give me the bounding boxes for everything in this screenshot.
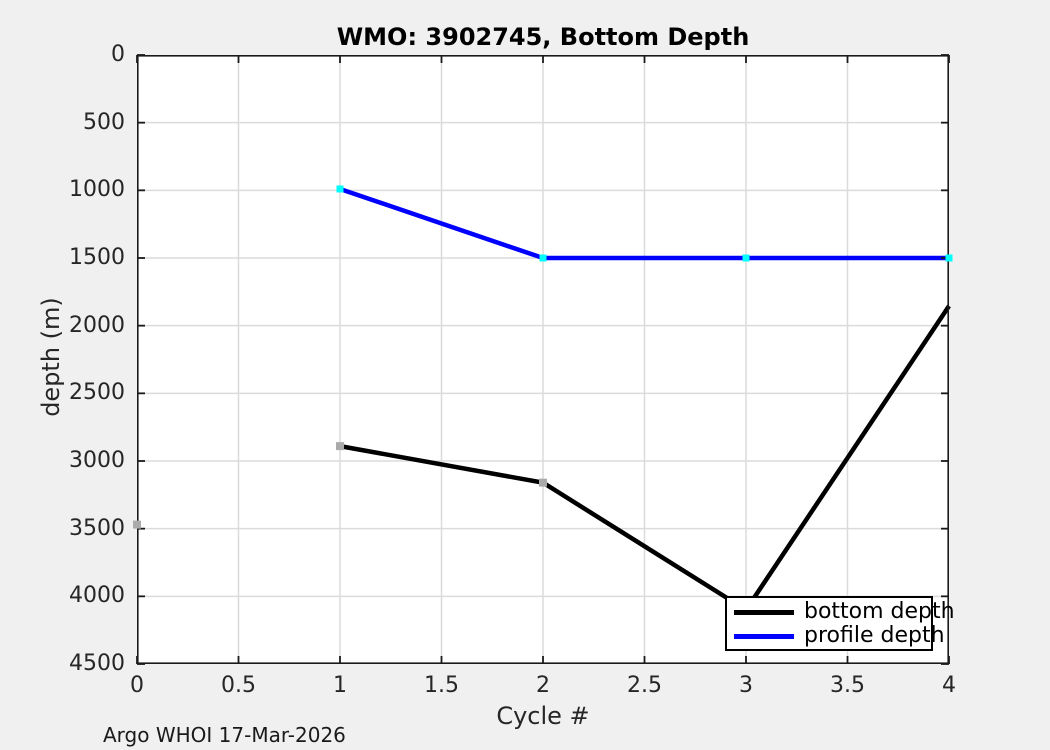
plot-canvas [133,54,953,665]
marker-profile-depth [742,254,750,262]
y-tick-label: 3500 [69,515,125,541]
x-tick-label: 2 [536,673,550,698]
x-tick-label: 3 [739,673,753,698]
marker-bottom-depth [539,478,547,487]
x-tick-label: 0.5 [221,673,256,698]
marker-profile-depth [945,254,953,262]
legend-item-bottom-depth: bottom depth [727,600,955,624]
x-axis-label: Cycle # [496,702,590,730]
legend-line-sample-blue [734,633,794,639]
marker-bottom-depth [336,442,344,451]
y-tick-label: 0 [111,42,125,67]
y-tick-label: 500 [83,109,125,135]
x-tick-label: 1 [333,673,347,698]
x-tick-label: 0 [130,673,144,698]
y-tick-label: 4000 [69,583,125,609]
y-tick-label: 2500 [69,380,125,406]
watermark-text: Argo WHOI 17-Mar-2026 [103,723,346,747]
marker-profile-depth [539,254,547,262]
series-line-bottom-depth [339,304,951,613]
marker-bottom-depth [133,520,141,529]
y-tick-label: 1500 [69,245,125,270]
x-tick-label: 1.5 [424,673,459,698]
legend-label: bottom depth [804,599,955,624]
x-tick-label: 3.5 [830,673,865,698]
y-tick-label: 3000 [69,448,125,473]
x-tick-label: 4 [942,673,956,698]
legend-line-sample-black [734,609,794,615]
y-tick-label: 4500 [69,651,125,676]
chart-title: WMO: 3902745, Bottom Depth [336,23,750,51]
legend-label: profile depth [804,623,945,648]
marker-profile-depth [336,185,344,193]
y-tick-label: 1000 [69,177,125,203]
plot-area [133,54,953,665]
legend-item-profile-depth: profile depth [727,624,945,648]
x-tick-label: 2.5 [627,673,662,698]
legend: bottom depth profile depth [725,596,955,651]
series-line-profile-depth [339,186,949,261]
y-tick-label: 2000 [69,312,125,338]
